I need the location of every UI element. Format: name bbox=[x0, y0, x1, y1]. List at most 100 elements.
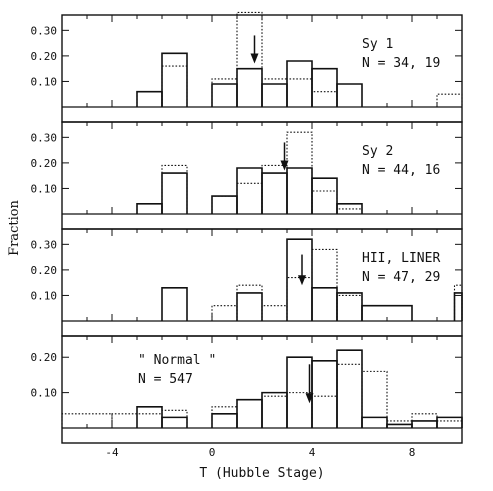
panel-1: 0.10 0.20 0.30 Sy 1 N = 34, 19 bbox=[31, 11, 463, 123]
solid-bar bbox=[411, 420, 438, 428]
panel-4: 0.10 0.20 " Normal " N = 547 bbox=[31, 335, 463, 444]
solid-bar bbox=[336, 349, 363, 428]
dotted-bar bbox=[261, 395, 288, 428]
mean-arrow-head bbox=[250, 53, 259, 64]
x-tick-label: 0 bbox=[209, 446, 216, 459]
dotted-bar bbox=[211, 406, 238, 428]
dotted-bar bbox=[361, 370, 388, 428]
dotted-bar bbox=[111, 413, 163, 428]
solid-bar bbox=[136, 202, 163, 214]
solid-bar bbox=[311, 67, 338, 107]
dotted-bar bbox=[311, 91, 338, 107]
y-tick-label: 0.20 bbox=[31, 264, 58, 277]
panel-label-count: N = 547 bbox=[138, 372, 193, 387]
mean-arrow-head bbox=[280, 160, 289, 171]
dotted-bar bbox=[436, 93, 463, 107]
y-tick-label: 0.10 bbox=[31, 75, 58, 88]
panel-3: 0.10 0.20 0.30 HII, LINER N = 47, 29 bbox=[31, 228, 463, 337]
solid-bar bbox=[261, 391, 288, 428]
dotted-bar bbox=[436, 420, 463, 428]
dotted-bar bbox=[261, 78, 288, 107]
panels-group: 0.10 0.20 0.30 Sy 1 N = 34, 19 0.10 0.20 0.30 Sy… bbox=[31, 11, 463, 444]
dotted-bar bbox=[136, 203, 163, 214]
dotted-bar bbox=[161, 409, 188, 428]
solid-bar bbox=[453, 292, 463, 321]
dotted-bar bbox=[336, 294, 363, 321]
solid-bar bbox=[136, 405, 163, 428]
dotted-bar bbox=[236, 182, 263, 214]
dotted-bar bbox=[336, 208, 363, 214]
y-axis-label: Fraction bbox=[7, 199, 22, 255]
x-tick-label: 8 bbox=[409, 446, 416, 459]
y-tick-label: 0.20 bbox=[31, 351, 58, 364]
solid-bar bbox=[236, 67, 263, 107]
dotted-bar bbox=[211, 195, 238, 214]
solid-bar bbox=[236, 167, 263, 214]
solid-bar bbox=[161, 172, 188, 214]
dotted-bar bbox=[61, 413, 113, 428]
dotted-bar bbox=[311, 395, 338, 428]
y-tick-label: 0.20 bbox=[31, 157, 58, 170]
y-tick-label: 0.10 bbox=[31, 289, 58, 302]
dotted-bar bbox=[211, 78, 238, 107]
dotted-bar bbox=[136, 91, 163, 107]
dotted-bar bbox=[311, 190, 338, 214]
solid-bar bbox=[161, 52, 188, 107]
y-tick-label: 0.10 bbox=[31, 387, 58, 400]
solid-bar bbox=[286, 238, 313, 321]
dotted-bar bbox=[453, 284, 463, 321]
y-tick-label: 0.30 bbox=[31, 238, 58, 251]
panel-label-name: HII, LINER bbox=[362, 251, 440, 266]
solid-bar bbox=[286, 60, 313, 107]
dotted-bar bbox=[236, 399, 263, 428]
solid-bar bbox=[361, 304, 413, 321]
dotted-bar bbox=[286, 78, 313, 107]
solid-bar bbox=[161, 416, 188, 428]
mean-arrow-head bbox=[305, 393, 314, 404]
dotted-bar bbox=[211, 305, 238, 321]
dotted-bar bbox=[286, 131, 313, 214]
solid-bar bbox=[311, 286, 338, 321]
y-tick-label: 0.20 bbox=[31, 50, 58, 63]
solid-bar bbox=[211, 413, 238, 428]
panel-label-count: N = 34, 19 bbox=[362, 56, 440, 71]
dotted-bar bbox=[261, 305, 288, 321]
solid-bar bbox=[211, 83, 238, 107]
panel-label-count: N = 47, 29 bbox=[362, 270, 440, 285]
x-axis: -4 0 4 8 bbox=[105, 446, 415, 459]
solid-bar bbox=[286, 167, 313, 214]
panel-label-count: N = 44, 16 bbox=[362, 163, 440, 178]
solid-bar bbox=[336, 292, 363, 321]
solid-bar bbox=[261, 83, 288, 107]
dotted-bar bbox=[286, 277, 313, 321]
dotted-bar bbox=[236, 11, 263, 107]
x-tick-label: -4 bbox=[105, 446, 119, 459]
solid-bar bbox=[211, 195, 238, 214]
dotted-bar bbox=[161, 65, 188, 107]
solid-bar bbox=[361, 416, 388, 428]
mean-arrow-head bbox=[298, 275, 306, 286]
dotted-bar bbox=[336, 363, 363, 428]
solid-bar bbox=[336, 202, 363, 214]
solid-bar bbox=[311, 177, 338, 214]
solid-bar bbox=[336, 83, 363, 107]
panel-label-name: " Normal " bbox=[138, 353, 216, 368]
solid-bar bbox=[436, 416, 463, 428]
solid-bar bbox=[236, 292, 263, 321]
y-tick-label: 0.10 bbox=[31, 182, 58, 195]
panel-2: 0.10 0.20 0.30 Sy 2 N = 44, 16 bbox=[31, 121, 463, 230]
dotted-bar bbox=[311, 248, 338, 321]
y-tick-label: 0.30 bbox=[31, 131, 58, 144]
y-tick-label: 0.30 bbox=[31, 24, 58, 37]
x-axis-label: T (Hubble Stage) bbox=[199, 466, 324, 481]
x-tick-label: 4 bbox=[309, 446, 316, 459]
solid-bar bbox=[136, 90, 163, 107]
panel-label-name: Sy 1 bbox=[362, 37, 393, 52]
panel-label-name: Sy 2 bbox=[362, 144, 393, 159]
solid-bar bbox=[261, 172, 288, 214]
solid-bar bbox=[161, 286, 188, 321]
dotted-bar bbox=[236, 284, 263, 321]
solid-bar bbox=[311, 359, 338, 428]
solid-bar bbox=[236, 398, 263, 428]
